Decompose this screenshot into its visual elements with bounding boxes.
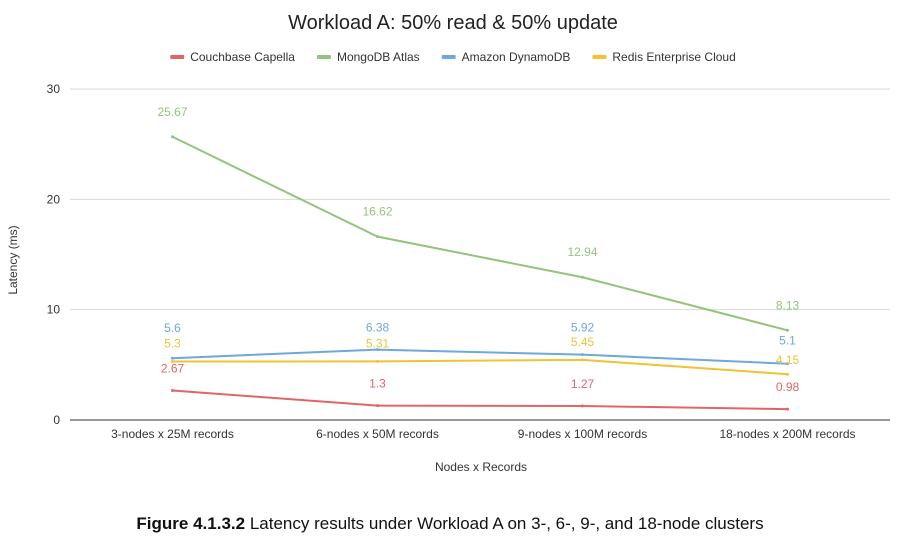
y-tick-label: 30 [47, 82, 61, 96]
data-point [581, 275, 584, 279]
data-point [171, 356, 174, 360]
data-label: 6.38 [366, 321, 390, 335]
data-point [786, 407, 789, 411]
data-point [581, 358, 584, 362]
data-label: 1.3 [369, 377, 386, 391]
y-axis-ticks: 0 10 20 30 [47, 82, 61, 427]
legend-item: Redis Enterprise Cloud [612, 50, 735, 64]
data-label: 5.31 [366, 336, 390, 350]
data-label: 5.3 [164, 337, 181, 351]
legend-swatch [592, 55, 607, 59]
series-lines [171, 135, 789, 411]
y-tick-label: 0 [53, 413, 60, 427]
figure-caption-label: Figure 4.1.3.2 [136, 514, 246, 533]
legend-item: MongoDB Atlas [337, 50, 420, 64]
data-label: 5.45 [571, 335, 595, 349]
data-point [171, 135, 174, 139]
y-tick-label: 20 [47, 192, 61, 206]
legend-swatch [441, 55, 456, 59]
data-labels: 2.67 1.3 1.27 0.98 25.67 16.62 12.94 8.13 5.6 6.3… [157, 105, 799, 394]
series-line [172, 358, 788, 376]
legend-item: Couchbase Capella [190, 50, 295, 64]
data-label: 5.1 [779, 334, 796, 348]
data-label: 12.94 [567, 245, 597, 259]
y-axis-label: Latency (ms) [6, 225, 20, 294]
data-label: 16.62 [362, 205, 392, 219]
data-point [376, 235, 379, 239]
data-point [171, 389, 174, 393]
data-point [581, 353, 584, 357]
legend: Couchbase Capella MongoDB Atlas Amazon Dyn… [170, 50, 736, 64]
data-point [786, 328, 789, 332]
legend-swatch [170, 55, 185, 59]
data-label: 2.67 [161, 362, 185, 376]
data-label: 25.67 [157, 105, 187, 119]
data-point [786, 372, 789, 376]
data-point [376, 359, 379, 363]
series-line [172, 389, 788, 411]
data-label: 5.6 [164, 321, 181, 335]
gridlines [70, 88, 890, 421]
figure-caption-text: Latency results under Workload A on 3-, … [245, 514, 764, 533]
data-label: 5.92 [571, 321, 595, 335]
legend-item: Amazon DynamoDB [462, 50, 571, 64]
data-point [376, 404, 379, 408]
x-tick-label: 9-nodes x 100M records [518, 427, 647, 441]
series-line [172, 135, 788, 332]
figure-caption: Figure 4.1.3.2 Latency results under Wor… [0, 514, 900, 534]
x-tick-label: 18-nodes x 200M records [719, 427, 855, 441]
series-line [172, 348, 788, 365]
x-tick-label: 3-nodes x 25M records [111, 427, 234, 441]
x-axis-label: Nodes x Records [435, 460, 527, 474]
data-point [171, 360, 174, 364]
x-tick-label: 6-nodes x 50M records [316, 427, 439, 441]
legend-swatch [316, 55, 331, 59]
data-label: 4.15 [776, 353, 800, 367]
chart-title: Workload A: 50% read & 50% update [288, 12, 618, 34]
data-label: 0.98 [776, 380, 800, 394]
data-point [581, 404, 584, 408]
line-chart: Workload A: 50% read & 50% update Couchb… [6, 12, 890, 474]
data-point [376, 348, 379, 352]
data-point [786, 362, 789, 366]
x-axis-ticks: 3-nodes x 25M records 6-nodes x 50M recor… [111, 427, 855, 441]
y-tick-label: 10 [47, 303, 61, 317]
data-label: 1.27 [571, 377, 595, 391]
data-label: 8.13 [776, 298, 800, 312]
